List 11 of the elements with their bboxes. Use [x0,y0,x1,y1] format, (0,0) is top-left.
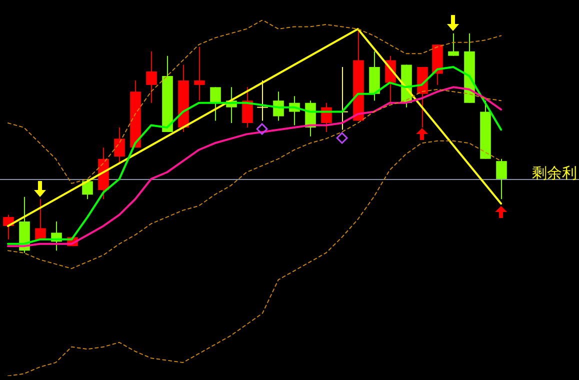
candlestick [242,86,253,128]
candlestick [146,50,157,104]
candlestick [114,126,125,164]
candlestick [256,80,268,122]
candlestick [82,178,93,200]
candlestick [35,198,46,240]
ref-line-label: 剩余利 [532,164,577,182]
candlestick [194,46,205,102]
candlestick [496,158,507,200]
candlestick [210,86,221,122]
candlestick [448,32,459,56]
